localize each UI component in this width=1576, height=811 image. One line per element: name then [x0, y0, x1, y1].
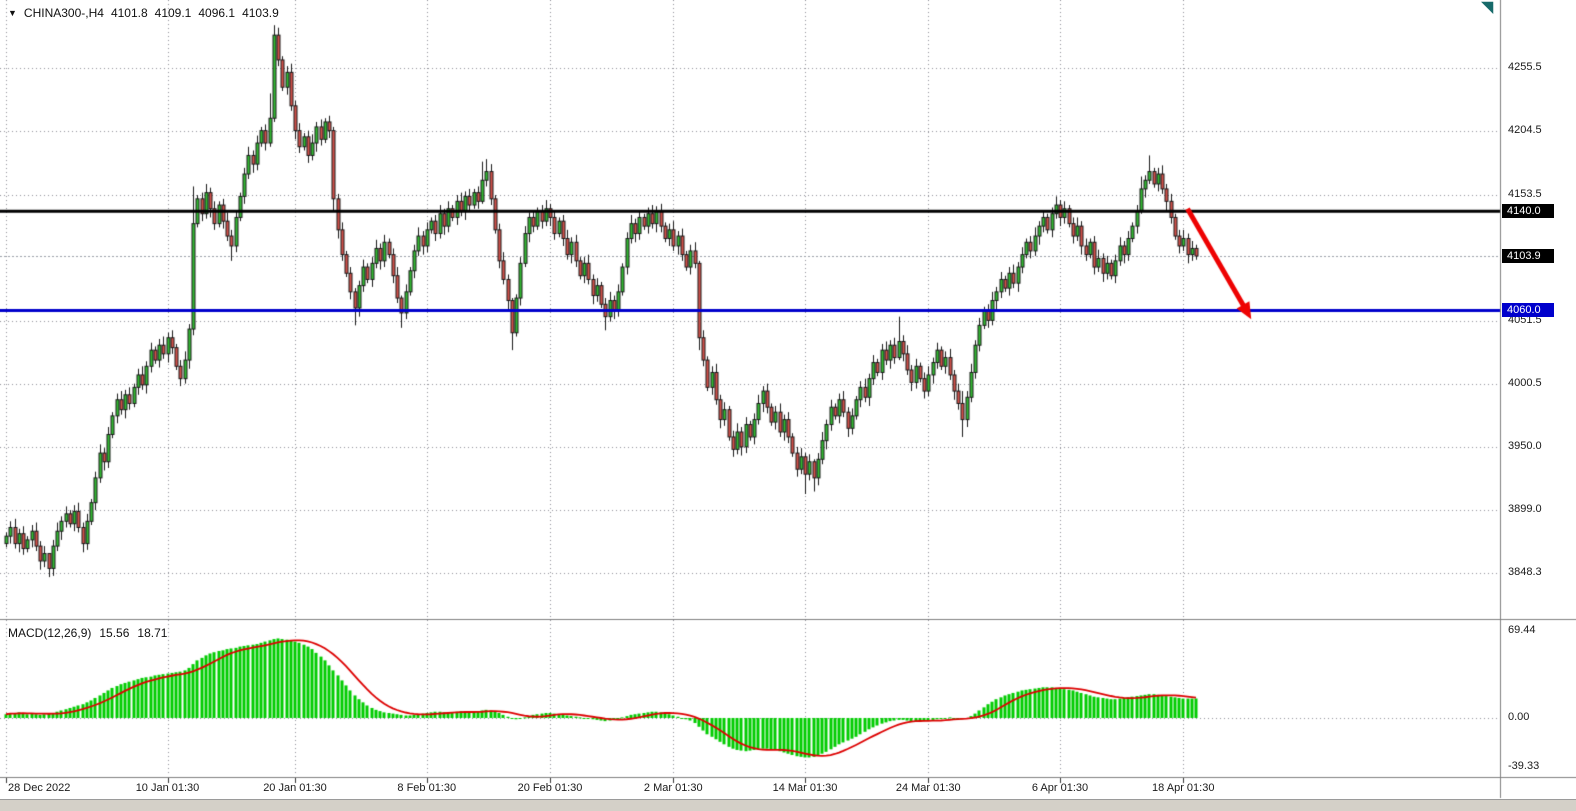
time-scale[interactable]: 28 Dec 2022 10 Jan 01:30 20 Jan 01:30 8 Feb…: [0, 778, 1500, 798]
time-axis-label: 24 Mar 01:30: [895, 782, 961, 794]
macd-scale-label: 69.44: [1508, 624, 1536, 636]
time-axis-label: 20 Feb 01:30: [517, 782, 583, 794]
price-scale-label: 4153.5: [1508, 187, 1542, 200]
macd-scale-label: -39.33: [1508, 760, 1540, 773]
time-axis-label: 20 Jan 01:30: [263, 782, 327, 794]
price-scale[interactable]: 4255.5 4204.5 4153.5 4051.5 4000.5 3950.0 3899…: [1502, 0, 1576, 798]
symbol-marker-icon: ▼: [8, 8, 17, 18]
time-axis-label: 28 Dec 2022: [8, 782, 71, 794]
time-axis-label: 6 Apr 01:30: [1031, 782, 1089, 794]
price-scale-label: 3950.0: [1508, 439, 1542, 452]
symbol-period-label: CHINA300-,H4: [23, 6, 104, 20]
window-bottom-edge: [0, 799, 1576, 811]
ohlc-close-value: 4103.9: [242, 6, 279, 20]
price-level-tag[interactable]: 4060.0: [1502, 303, 1554, 318]
macd-name-label: MACD(12,26,9): [8, 626, 92, 640]
macd-indicator-label: MACD(12,26,9) 15.56 18.71: [8, 626, 167, 640]
macd-indicator-scale[interactable]: 69.44 0.00 -39.33: [1502, 0, 1576, 798]
time-axis-label: 8 Feb 01:30: [397, 782, 457, 794]
time-axis-label: 14 Mar 01:30: [772, 782, 838, 794]
price-scale-label: 4255.5: [1508, 61, 1542, 73]
price-scale-label: 4204.5: [1508, 124, 1542, 137]
time-axis-label: 2 Mar 01:30: [643, 782, 703, 794]
chart-shift-marker-icon[interactable]: ◥: [1481, 0, 1494, 16]
macd-signal-value: 18.71: [137, 626, 168, 640]
bid-price-tag[interactable]: 4103.9: [1502, 249, 1554, 263]
price-scale-label: 4000.5: [1508, 377, 1542, 390]
ohlc-high-value: 4109.1: [154, 6, 192, 20]
macd-main-value: 15.56: [99, 626, 130, 640]
ohlc-low-value: 4096.1: [198, 6, 236, 20]
price-scale-label: 3899.0: [1508, 503, 1542, 516]
chart-header: ▼ CHINA300-,H4 4101.8 4109.1 4096.1 4103…: [8, 6, 279, 20]
price-scale-label: 3848.3: [1508, 566, 1542, 578]
macd-scale-label: 0.00: [1508, 711, 1530, 723]
price-level-tag[interactable]: 4140.0: [1502, 204, 1554, 219]
ohlc-open-value: 4101.8: [110, 6, 148, 20]
time-axis-label: 10 Jan 01:30: [135, 782, 200, 794]
time-axis-label: 18 Apr 01:30: [1152, 782, 1215, 794]
